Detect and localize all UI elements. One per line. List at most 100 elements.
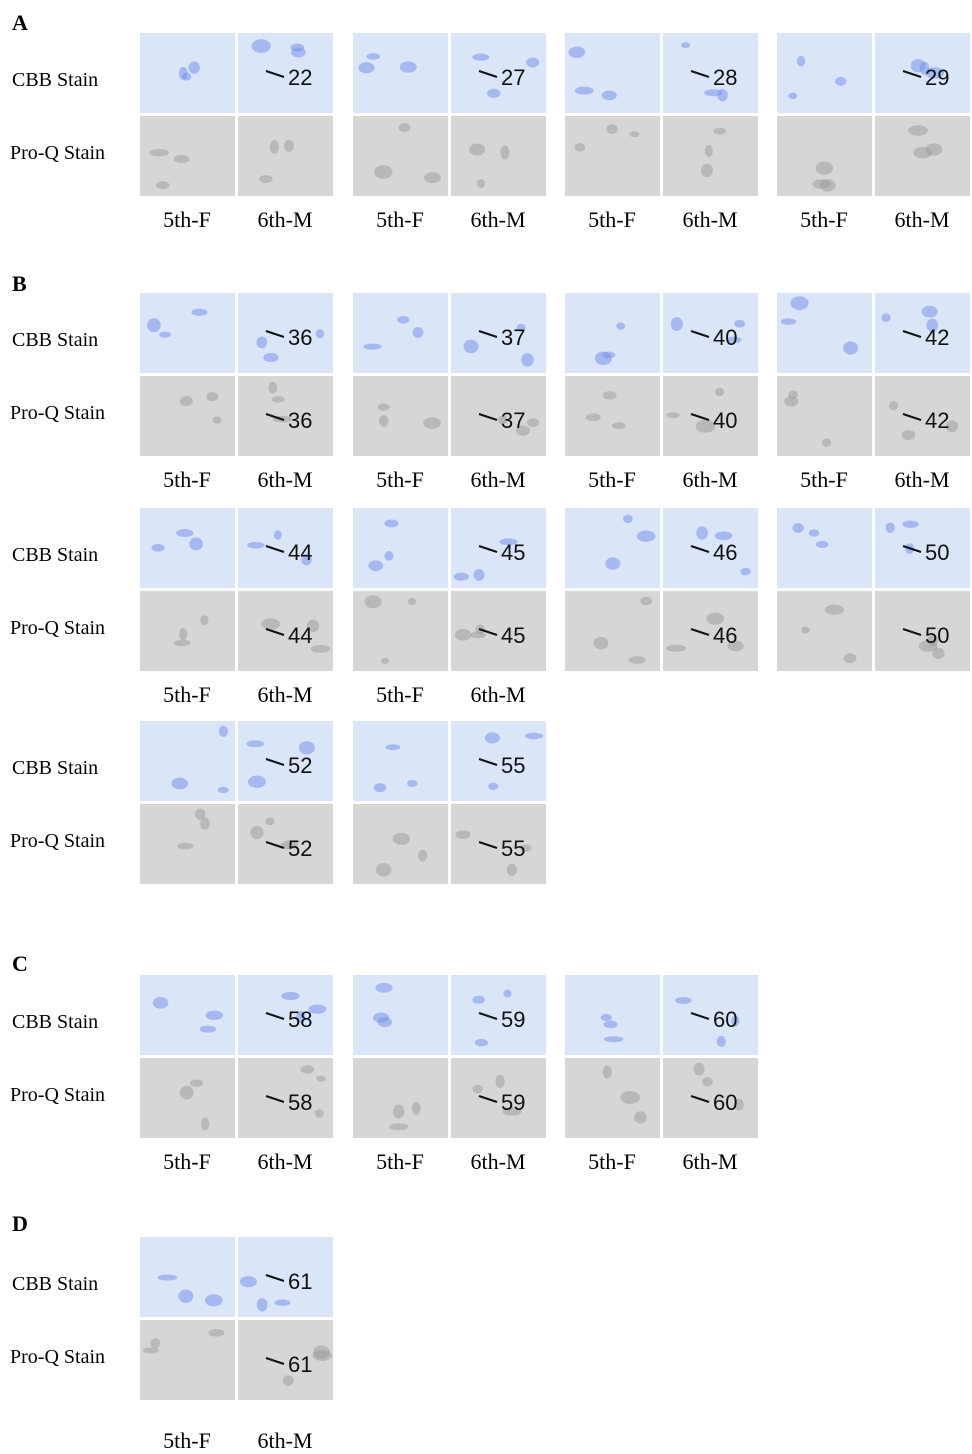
gel-spot (315, 1109, 324, 1118)
gel-spot (473, 1085, 483, 1094)
gel-spot (284, 140, 294, 152)
gel-spot (820, 179, 836, 192)
gel-spot (586, 413, 601, 421)
proq-image (451, 376, 546, 456)
gel-spot (569, 46, 585, 58)
lane-label: 5th-F (376, 1149, 424, 1174)
lane-label: 5th-F (588, 207, 636, 232)
gel-spot (623, 515, 633, 524)
gel-spot (376, 863, 392, 877)
lane-label: 6th-M (471, 467, 526, 492)
stain-label: CBB Stain (12, 69, 98, 91)
gel-spot (701, 164, 713, 177)
spot-label: 40 (713, 408, 737, 433)
gel-spot (246, 740, 264, 747)
cbb-image (565, 508, 660, 588)
gel-spot (247, 542, 264, 549)
proq-image (451, 116, 546, 196)
gel-spot (179, 67, 188, 80)
lane-label: 5th-F (163, 1428, 211, 1453)
proq-image (238, 116, 333, 196)
gel-spot (195, 809, 205, 820)
spot-label: 28 (713, 65, 737, 90)
stain-label: CBB Stain (12, 757, 98, 779)
gel-spot (397, 316, 409, 324)
gel-spot (153, 997, 169, 1009)
spot-label: 61 (288, 1352, 312, 1377)
gel-spot (393, 1105, 404, 1119)
lane-label: 5th-F (163, 1149, 211, 1174)
gel-spot (261, 618, 280, 630)
gel-spot (472, 54, 489, 61)
gel-spot (143, 1347, 159, 1353)
gel-spot (205, 1011, 223, 1020)
proq-image (663, 1058, 758, 1138)
gel-spot (922, 306, 938, 318)
gel-spot (908, 125, 928, 135)
gel-spot (472, 996, 484, 1004)
gel-spot (385, 744, 400, 750)
spot-label: 46 (713, 540, 737, 565)
gel-spot (213, 416, 222, 423)
cbb-image (140, 1237, 235, 1317)
lane-label: 5th-F (376, 207, 424, 232)
gel-spot (671, 317, 683, 331)
spot-label: 37 (501, 408, 525, 433)
gel-spot (696, 526, 708, 539)
cbb-image (875, 508, 970, 588)
cbb-image (663, 293, 758, 373)
gel-spot (413, 327, 424, 338)
lane-label: 6th-M (258, 207, 313, 232)
gel-spot (252, 39, 271, 53)
lane-label: 5th-F (588, 467, 636, 492)
gel-spot (886, 522, 895, 533)
gel-spot (270, 140, 279, 153)
lane-label: 5th-F (376, 682, 424, 707)
gel-spot (527, 418, 539, 427)
gel-spot (575, 87, 594, 95)
gel-spot (475, 1039, 488, 1046)
gel-spot (150, 1338, 160, 1348)
gel-spot (521, 353, 534, 367)
gel-spot (503, 990, 511, 998)
gel-spot (424, 172, 441, 183)
gel-spot (816, 162, 833, 175)
cbb-image (565, 293, 660, 373)
spot-label: 50 (925, 540, 949, 565)
stain-label: Pro-Q Stain (10, 1084, 105, 1106)
gel-spot (157, 1275, 177, 1281)
gel-spot (902, 521, 918, 528)
panel-label: B (12, 271, 27, 296)
spot-label: 58 (288, 1007, 312, 1032)
spot-label: 27 (501, 65, 525, 90)
gel-spot (637, 531, 656, 542)
cbb-image (238, 975, 333, 1055)
cbb-image (353, 721, 448, 801)
gel-spot (605, 557, 620, 569)
gel-spot (781, 318, 796, 325)
spot-label: 60 (713, 1007, 737, 1032)
gel-spot (156, 181, 169, 189)
spot-label: 46 (713, 623, 737, 648)
spot-label: 37 (501, 325, 525, 350)
figure: ACBB StainPro-Q Stain225th-F6th-M275th-F… (0, 0, 972, 1454)
spot-label: 29 (925, 65, 949, 90)
gel-spot (265, 818, 274, 825)
gel-spot (363, 344, 381, 350)
gel-spot (675, 997, 691, 1004)
gel-spot (715, 388, 724, 396)
gel-spot (603, 391, 617, 399)
lane-label: 6th-M (258, 467, 313, 492)
gel-spot (705, 145, 713, 157)
lane-label: 5th-F (163, 682, 211, 707)
gel-spot (250, 826, 263, 839)
gel-spot (379, 415, 389, 427)
stain-label: CBB Stain (12, 329, 98, 351)
spot-label: 36 (288, 408, 312, 433)
gel-spot (375, 983, 392, 993)
gel-spot (418, 850, 427, 862)
gel-spot (149, 149, 168, 157)
cbb-image (451, 975, 546, 1055)
spot-label: 52 (288, 753, 312, 778)
stain-label: CBB Stain (12, 1011, 98, 1033)
